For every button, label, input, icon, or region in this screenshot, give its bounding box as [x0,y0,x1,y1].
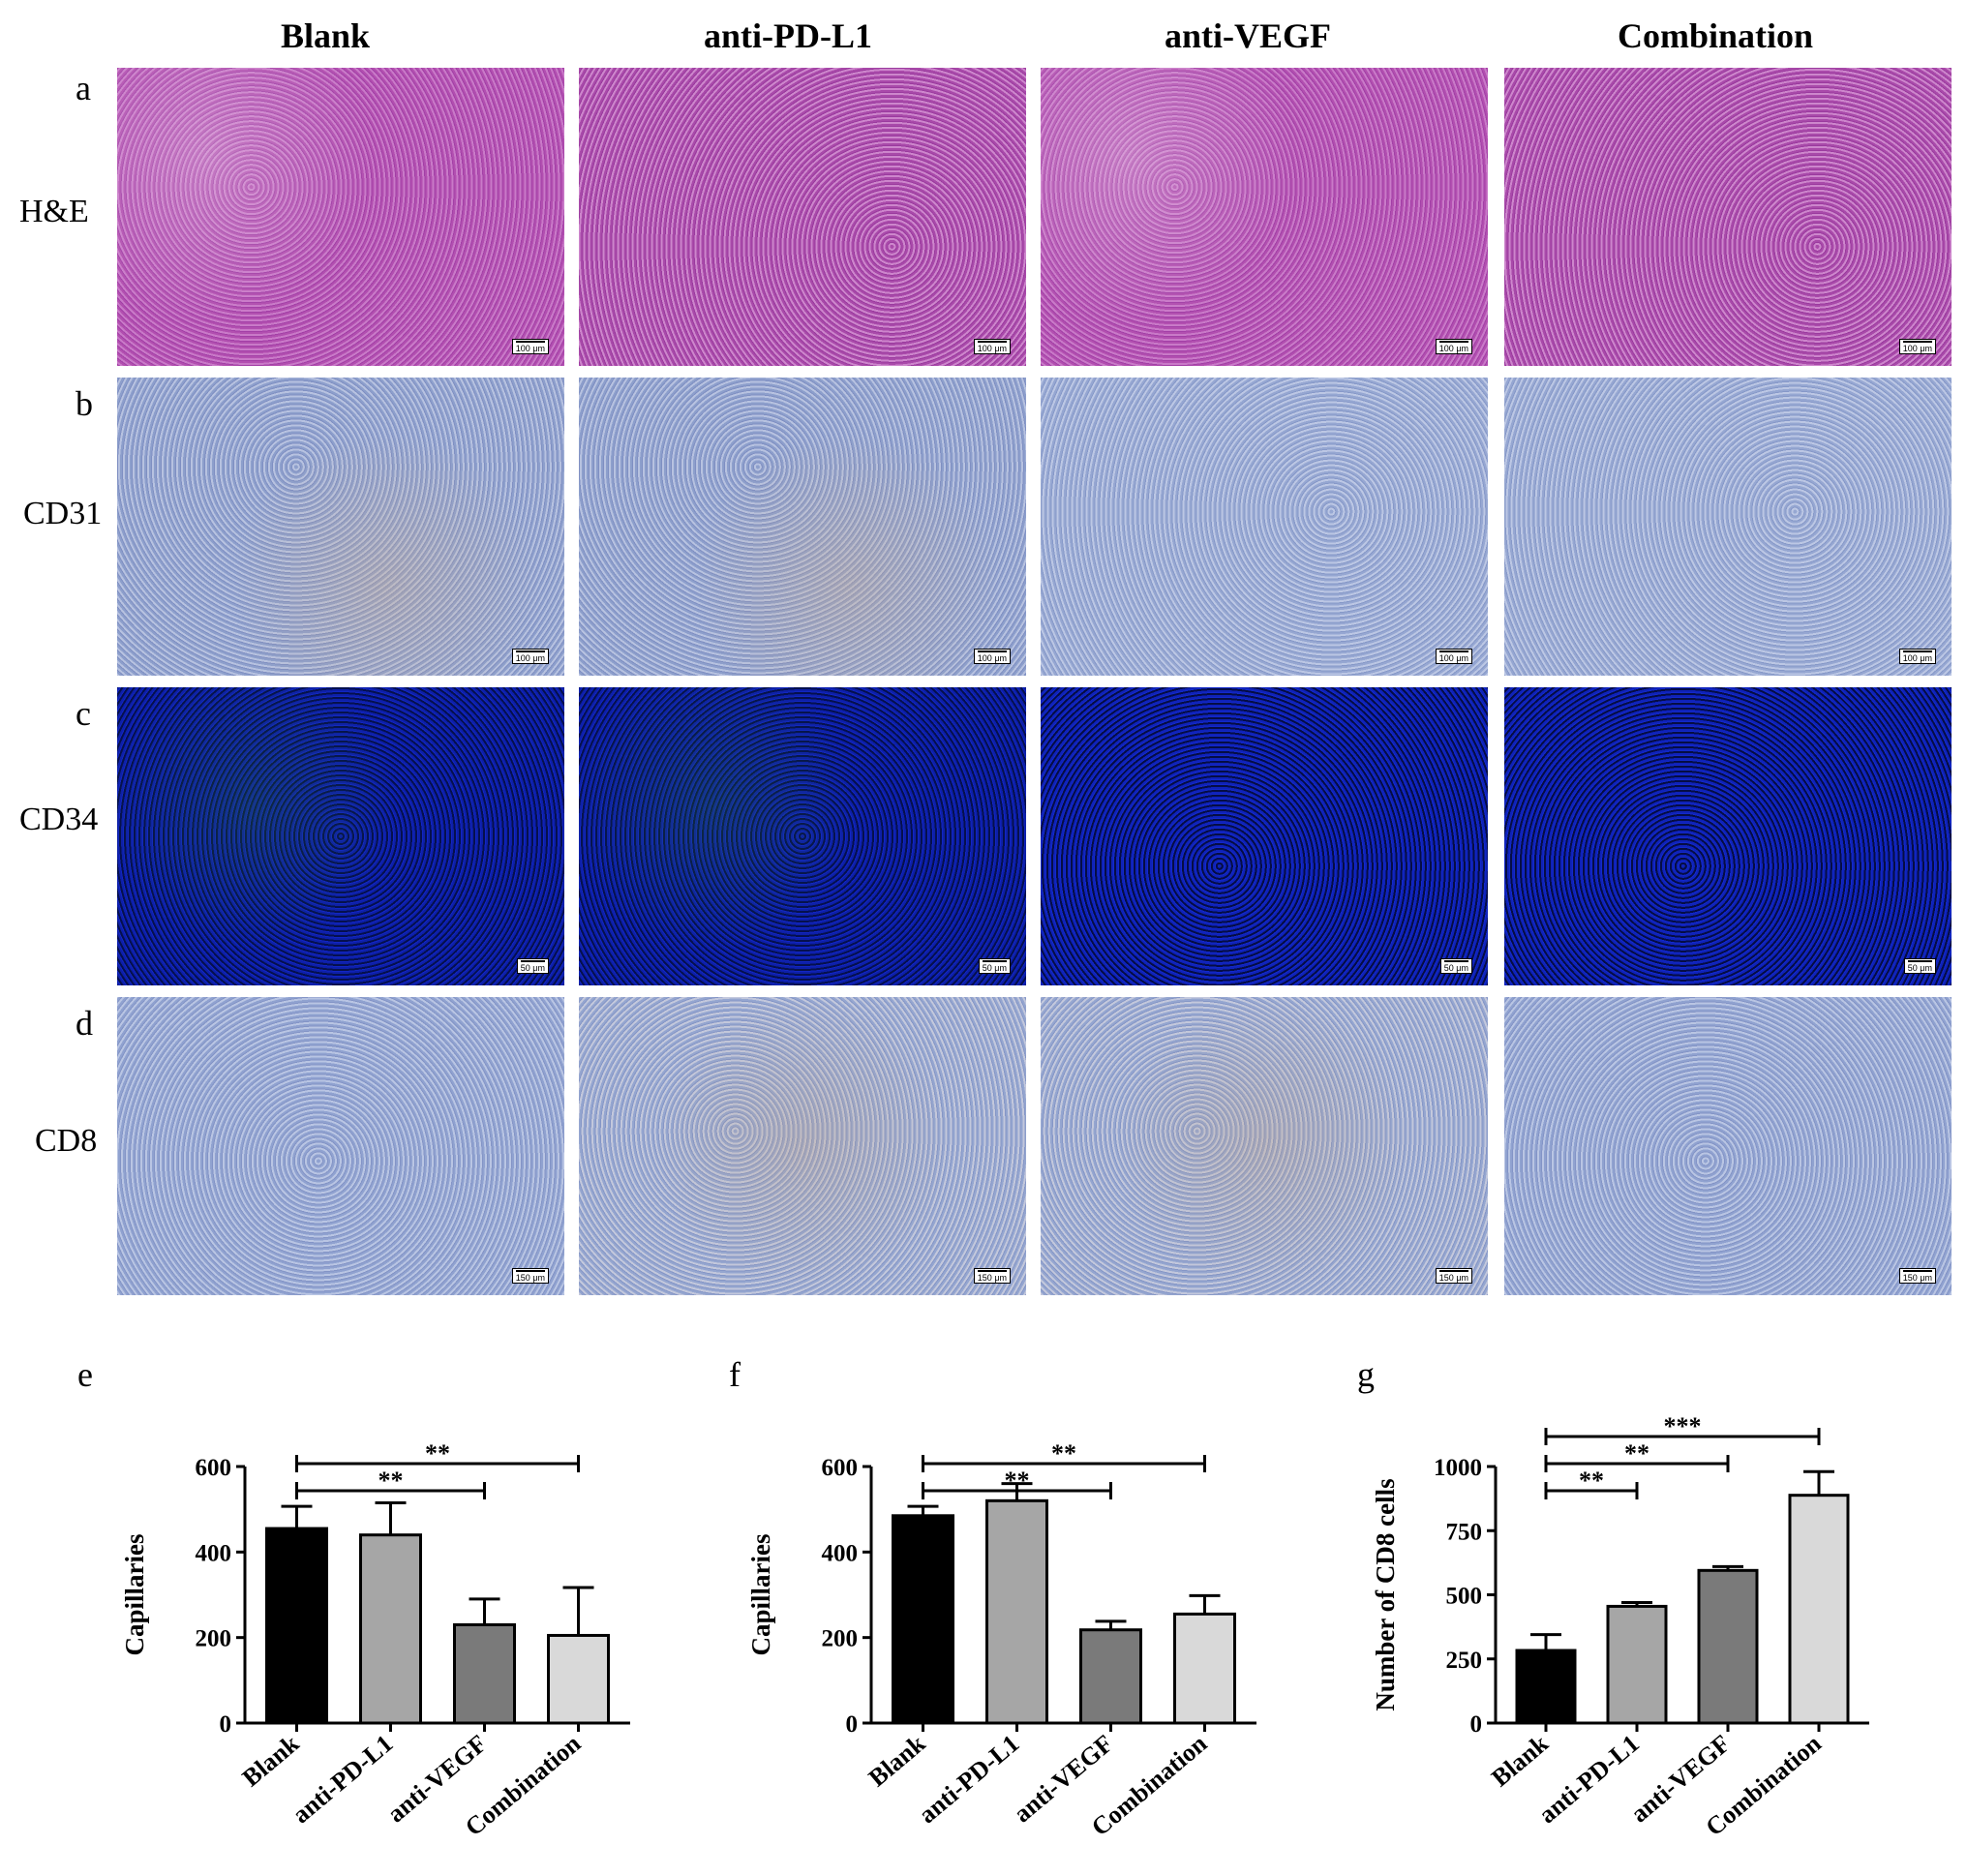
bar [453,1622,516,1725]
significance-label: *** [1664,1412,1702,1440]
row-letter-b: b [76,384,93,423]
scale-bar: 100 μm [973,649,1011,664]
bar [985,1498,1048,1725]
bar [1606,1604,1668,1725]
bar-charts: e0200400600CapillariesBlankanti-PD-L1ant… [77,1355,1869,1841]
scale-bar: 100 μm [973,339,1011,354]
scale-bar: 150 μm [1898,1268,1936,1284]
column-header-combination: Combination [1617,16,1814,55]
scale-bar: 100 μm [1898,649,1936,664]
y-axis-label: Number of CD8 cells [1371,1478,1400,1710]
scale-bar: 150 μm [511,1268,549,1284]
micrograph-he-anti-vegf: 100 μm [1041,68,1488,366]
row-label-cd31: CD31 [23,496,103,531]
micrograph-cd34-anti-pd-l1: 50 μm [579,687,1026,985]
scale-bar: 150 μm [1435,1268,1472,1284]
y-tick-label: 1000 [1434,1455,1482,1481]
row-letter-a: a [76,69,91,107]
bar [1173,1612,1236,1725]
x-tick-label: Blank [1486,1729,1554,1792]
significance-label: ** [1051,1439,1076,1468]
significance-label: ** [1624,1439,1649,1468]
micrograph-cd31-blank: 100 μm [117,378,564,676]
scale-bar: 50 μm [516,958,549,974]
bar [547,1633,610,1725]
bar [1079,1628,1142,1725]
micrograph-he-anti-pd-l1: 100 μm [579,68,1026,366]
y-axis-label: Capillaries [120,1534,149,1656]
bar [1697,1568,1759,1725]
scale-bar: 50 μm [1903,958,1936,974]
x-tick-label: anti-PD-L1 [913,1729,1024,1829]
panel-letter: g [1357,1355,1375,1394]
x-tick-label: Blank [863,1729,931,1792]
scale-bar: 100 μm [511,339,549,354]
scale-bar: 100 μm [1898,339,1936,354]
x-tick-label: anti-PD-L1 [1533,1729,1645,1829]
micrograph-cd34-blank: 50 μm [117,687,564,985]
scale-bar: 100 μm [511,649,549,664]
y-tick-label: 0 [846,1711,859,1738]
micrograph-cd34-anti-vegf: 50 μm [1041,687,1488,985]
panel-letter: f [729,1355,741,1394]
y-tick-label: 600 [822,1455,859,1481]
micrograph-cd8-anti-pd-l1: 150 μm [579,997,1026,1295]
significance-label: ** [1579,1467,1604,1495]
scale-bar: 100 μm [1435,649,1472,664]
scale-bar: 50 μm [1439,958,1472,974]
y-tick-label: 200 [196,1626,232,1652]
micrograph-cd34-combination: 50 μm [1504,687,1952,985]
micrograph-cd31-anti-pd-l1: 100 μm [579,378,1026,676]
row-label-cd34: CD34 [19,802,99,837]
micrograph-he-combination: 100 μm [1504,68,1952,366]
micrograph-he-blank: 100 μm [117,68,564,366]
row-label-cd8: CD8 [35,1123,98,1159]
micrograph-cd8-blank: 150 μm [117,997,564,1295]
x-tick-label: Blank [237,1729,305,1792]
row-label-he: H&E [19,194,89,229]
y-tick-label: 750 [1446,1519,1483,1545]
y-tick-label: 400 [196,1540,232,1566]
significance-label: ** [1005,1467,1030,1495]
micrograph-cd31-combination: 100 μm [1504,378,1952,676]
micrograph-cd8-anti-vegf: 150 μm [1041,997,1488,1295]
scale-bar: 150 μm [973,1268,1011,1284]
scale-bar: 100 μm [1435,339,1472,354]
micrograph-cd8-combination: 150 μm [1504,997,1952,1295]
y-tick-label: 200 [822,1626,859,1652]
y-tick-label: 400 [822,1540,859,1566]
y-tick-label: 500 [1446,1584,1483,1610]
column-header-anti-vegf: anti-VEGF [1164,16,1331,55]
y-axis-label: Capillaries [746,1534,775,1656]
column-header-anti-pd-l1: anti-PD-L1 [704,16,872,55]
y-tick-label: 0 [1470,1711,1483,1738]
row-letter-c: c [76,694,91,733]
y-tick-label: 600 [196,1455,232,1481]
x-tick-label: anti-PD-L1 [287,1729,398,1829]
panel-letter: e [77,1355,93,1394]
row-letter-d: d [76,1004,93,1043]
significance-label: ** [378,1467,404,1495]
bar [359,1533,422,1725]
column-header-blank: Blank [280,16,371,55]
micrograph-cd31-anti-vegf: 100 μm [1041,378,1488,676]
bar [1788,1494,1850,1725]
y-tick-label: 0 [220,1711,232,1738]
bar [892,1514,954,1725]
scale-bar: 50 μm [978,958,1011,974]
y-tick-label: 250 [1446,1648,1483,1674]
bar [1515,1649,1577,1725]
significance-label: ** [425,1439,450,1468]
bar [265,1527,328,1725]
